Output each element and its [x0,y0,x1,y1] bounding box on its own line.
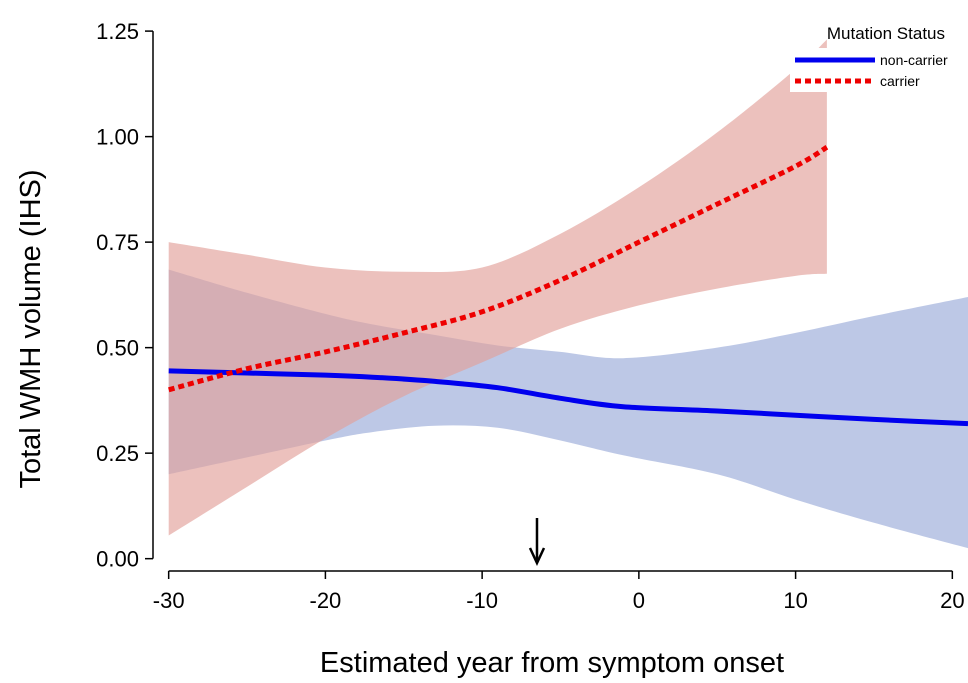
y-tick-label: 0.25 [96,441,139,466]
legend-label-carrier: carrier [880,73,920,89]
line-carrier [168,145,829,393]
x-tick-label: -20 [310,588,342,613]
axes: 0.00 0.25 0.50 0.75 1.00 1.25 -30 -20 -10 0 10 20 [96,19,964,613]
legend-box [790,48,968,92]
y-tick-label: 0.50 [96,336,139,361]
x-tick-label: 20 [940,588,964,613]
x-tick-label: 10 [783,588,807,613]
x-axis-title: Estimated year from symptom onset [320,647,784,679]
x-tick-label: -10 [466,588,498,613]
legend-title: Mutation Status [827,24,945,43]
y-tick-label: 1.25 [96,19,139,44]
series-lines [168,145,968,427]
x-tick-label: 0 [633,588,645,613]
line-non-carrier [168,368,968,427]
confidence-bands [168,39,968,549]
y-tick-label: 1.00 [96,125,139,150]
onset-arrow [528,518,546,566]
legend: Mutation Status non-carrier carrier [790,24,968,92]
x-tick-label: -30 [153,588,185,613]
y-tick-label: 0.75 [96,230,139,255]
y-axis-title: Total WMH volume (IHS) [15,169,47,488]
band-carrier [168,39,827,536]
y-tick-label: 0.00 [96,547,139,572]
legend-label-non-carrier: non-carrier [880,52,948,68]
arrow-head [528,547,546,566]
